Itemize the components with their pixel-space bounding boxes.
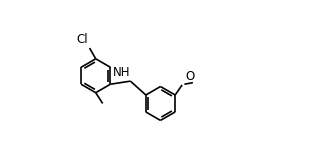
Text: NH: NH — [112, 66, 130, 79]
Text: Cl: Cl — [77, 33, 88, 46]
Text: O: O — [185, 70, 194, 83]
